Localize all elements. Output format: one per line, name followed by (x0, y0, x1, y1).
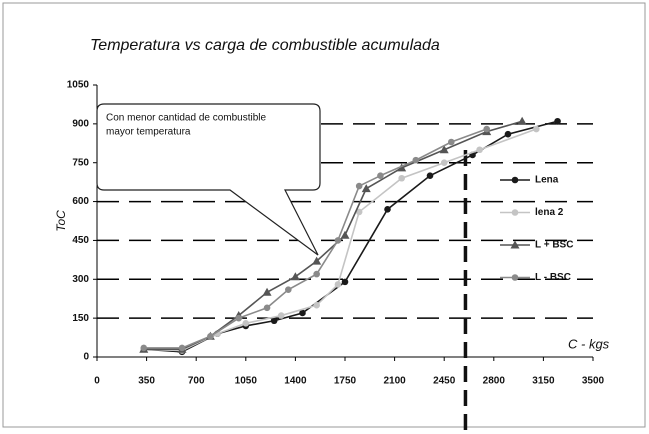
callout (96, 103, 321, 256)
point (207, 332, 214, 340)
legend-label: L + BSC (535, 240, 573, 251)
y-tick-label: 450 (72, 235, 89, 246)
point (313, 301, 320, 309)
point (313, 270, 320, 278)
point (447, 138, 455, 146)
legend-label: Lena (535, 175, 559, 186)
point (377, 172, 384, 179)
y-tick-label: 1050 (67, 80, 90, 91)
x-tick-label: 2450 (433, 376, 456, 387)
point (398, 174, 405, 182)
y-tick-label: 150 (72, 313, 89, 324)
point (554, 117, 561, 125)
callout-text: Con menor cantidad de combustible (106, 113, 267, 124)
y-tick-label: 0 (83, 352, 89, 363)
legend-label: L - BSC (535, 272, 571, 283)
point (361, 184, 371, 193)
point (334, 237, 342, 244)
y-tick-label: 600 (72, 196, 89, 207)
x-tick-label: 3150 (532, 376, 555, 387)
chart-frame (2, 2, 646, 428)
point (412, 156, 420, 164)
point (290, 272, 300, 281)
y-tick-label: 750 (72, 157, 89, 168)
point (504, 130, 512, 138)
point (270, 317, 278, 325)
point (235, 314, 243, 322)
point (397, 163, 407, 172)
point (476, 146, 483, 154)
x-tick-label: 2100 (383, 376, 406, 387)
x-tick-label: 3500 (582, 376, 605, 387)
x-tick-label: 2800 (483, 376, 506, 387)
chart-title: Temperatura vs carga de combustible acum… (90, 37, 440, 54)
x-tick-label: 1400 (284, 376, 307, 387)
x-tick-label: 700 (188, 376, 205, 387)
point (440, 159, 448, 167)
point (439, 145, 449, 154)
legend-label: lena 2 (535, 207, 564, 218)
x-axis-label: C - kgs (568, 336, 610, 351)
point (285, 286, 292, 293)
point (341, 278, 349, 286)
point (517, 116, 527, 125)
legend-marker (511, 274, 519, 281)
legend-marker (511, 176, 519, 184)
point (483, 125, 491, 133)
callout-text: mayor temperatura (106, 127, 191, 138)
point (277, 312, 285, 319)
point (426, 172, 434, 179)
point (263, 304, 271, 312)
x-tick-label: 1050 (235, 376, 258, 387)
point (262, 287, 272, 296)
point (140, 344, 148, 352)
point (242, 320, 250, 327)
y-axis-label: ToC (54, 210, 68, 232)
point (533, 125, 540, 133)
point (299, 309, 306, 317)
point (355, 208, 363, 216)
point (384, 206, 391, 213)
legend-marker (510, 240, 520, 249)
y-tick-label: 900 (72, 118, 89, 129)
point (355, 182, 363, 190)
x-tick-label: 1750 (334, 376, 357, 387)
x-tick-label: 350 (138, 376, 155, 387)
legend-marker (511, 209, 519, 216)
x-tick-label: 0 (94, 376, 100, 387)
point (340, 230, 350, 239)
point (178, 344, 186, 352)
y-tick-label: 300 (72, 274, 89, 285)
point (334, 281, 342, 288)
point (312, 256, 322, 265)
